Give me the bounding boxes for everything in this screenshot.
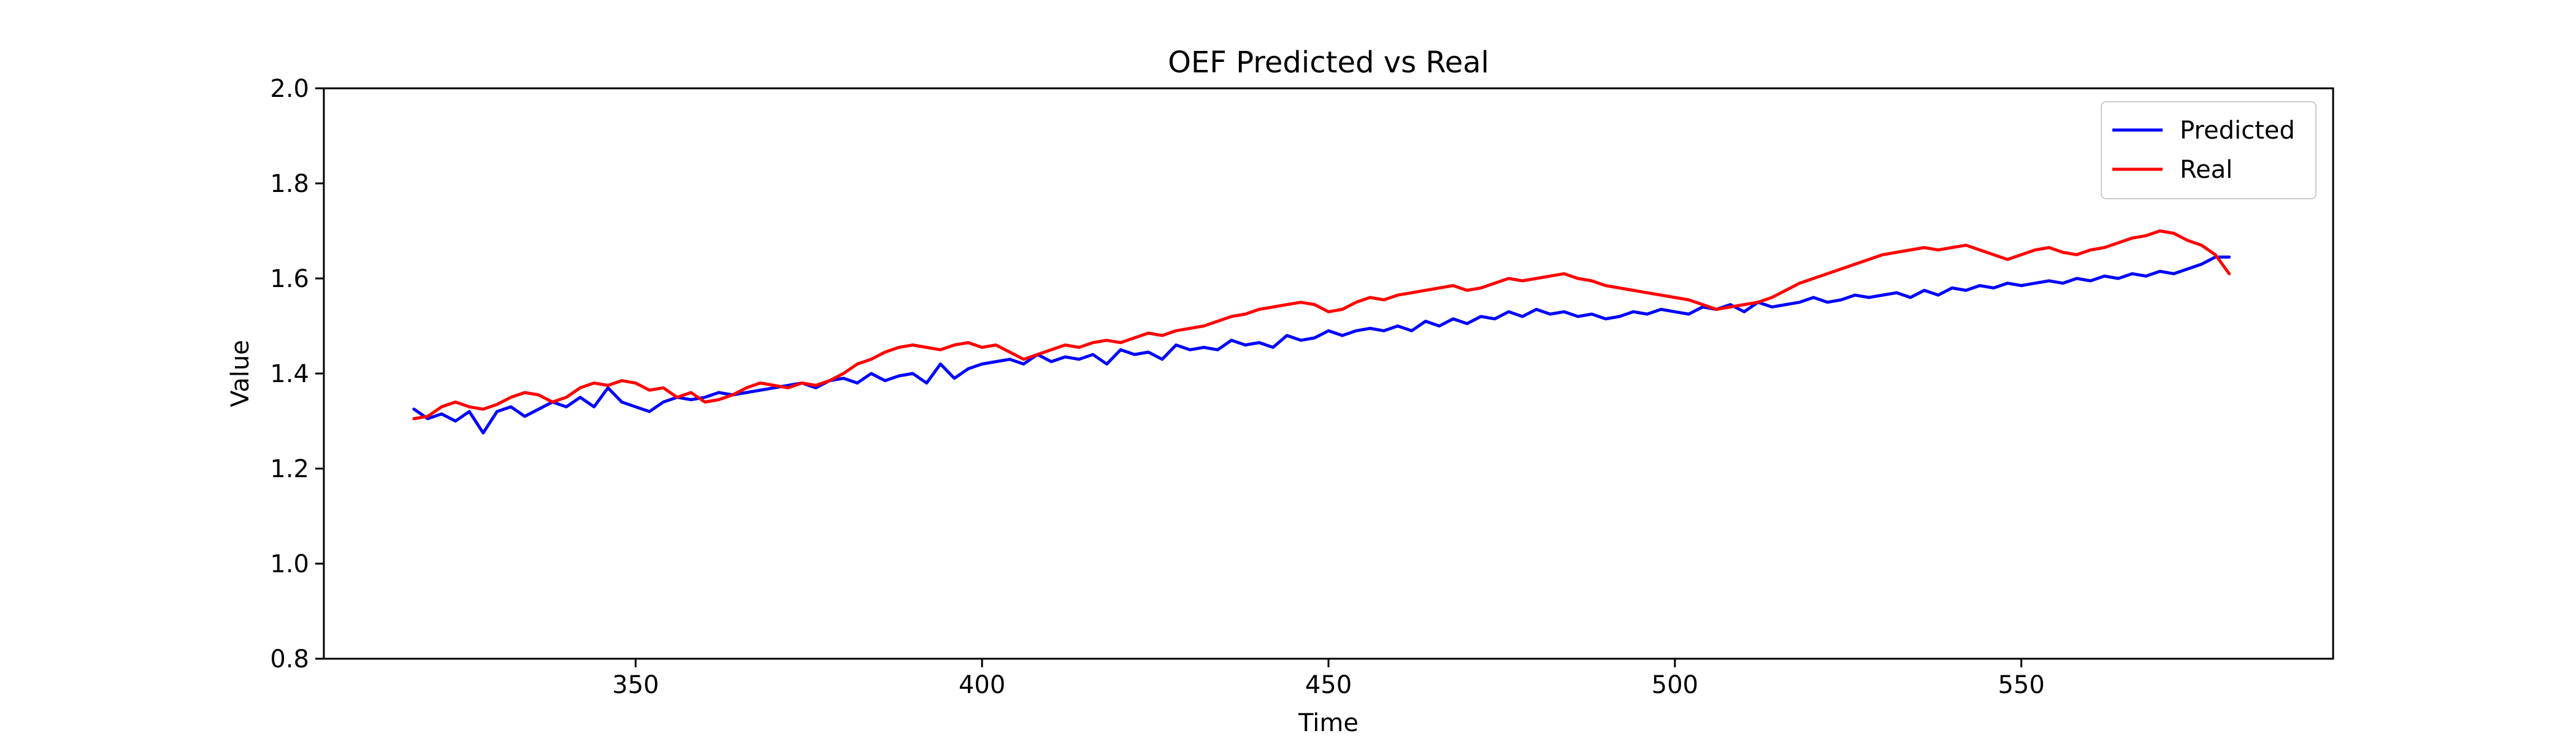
series-real	[412, 229, 2231, 421]
x-tick-label: 450	[1305, 671, 1352, 699]
y-tick-label: 1.8	[270, 170, 309, 198]
series-predicted	[412, 255, 2231, 435]
x-axis-ticks: 350 400 450 500 550	[612, 659, 2045, 699]
x-tick-label: 500	[1652, 671, 1698, 699]
legend-label-real: Real	[2180, 156, 2233, 184]
y-tick-label: 2.0	[270, 75, 309, 103]
x-tick-label: 400	[959, 671, 1005, 699]
y-tick-label: 1.4	[270, 360, 309, 388]
x-tick-label: 350	[612, 671, 659, 699]
y-tick-label: 1.0	[270, 550, 309, 578]
series-line-predicted	[412, 255, 2231, 435]
legend-box	[2101, 101, 2317, 199]
y-axis-label: Value	[226, 340, 255, 407]
series-line-real	[412, 229, 2231, 421]
x-tick-label: 550	[1998, 671, 2044, 699]
x-axis-label: Time	[1298, 709, 1359, 736]
legend-label-predicted: Predicted	[2180, 117, 2295, 145]
legend: Predicted Real	[2101, 101, 2317, 199]
plot-frame	[323, 87, 2334, 660]
y-tick-label: 1.6	[270, 265, 309, 293]
series-layer	[412, 229, 2231, 435]
y-tick-label: 1.2	[270, 455, 309, 483]
chart-title: OEF Predicted vs Real	[1168, 45, 1489, 80]
y-axis-ticks: 0.8 1.0 1.2 1.4 1.6 1.8 2.0	[270, 75, 324, 673]
y-tick-label: 0.8	[270, 645, 309, 673]
